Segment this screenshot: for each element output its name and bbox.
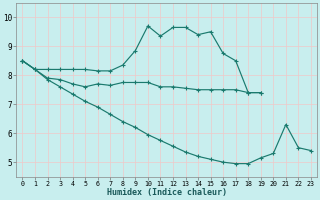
X-axis label: Humidex (Indice chaleur): Humidex (Indice chaleur) [107, 188, 227, 197]
